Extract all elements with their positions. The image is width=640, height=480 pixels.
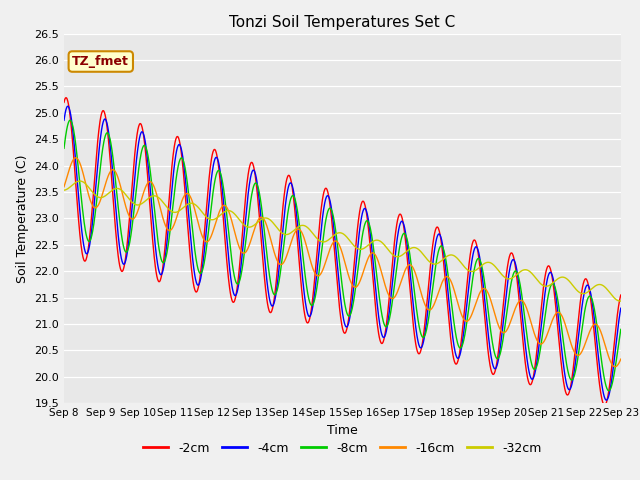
Legend: -2cm, -4cm, -8cm, -16cm, -32cm: -2cm, -4cm, -8cm, -16cm, -32cm [138,437,547,460]
Y-axis label: Soil Temperature (C): Soil Temperature (C) [16,154,29,283]
Text: TZ_fmet: TZ_fmet [72,55,129,68]
Title: Tonzi Soil Temperatures Set C: Tonzi Soil Temperatures Set C [229,15,456,30]
X-axis label: Time: Time [327,424,358,437]
